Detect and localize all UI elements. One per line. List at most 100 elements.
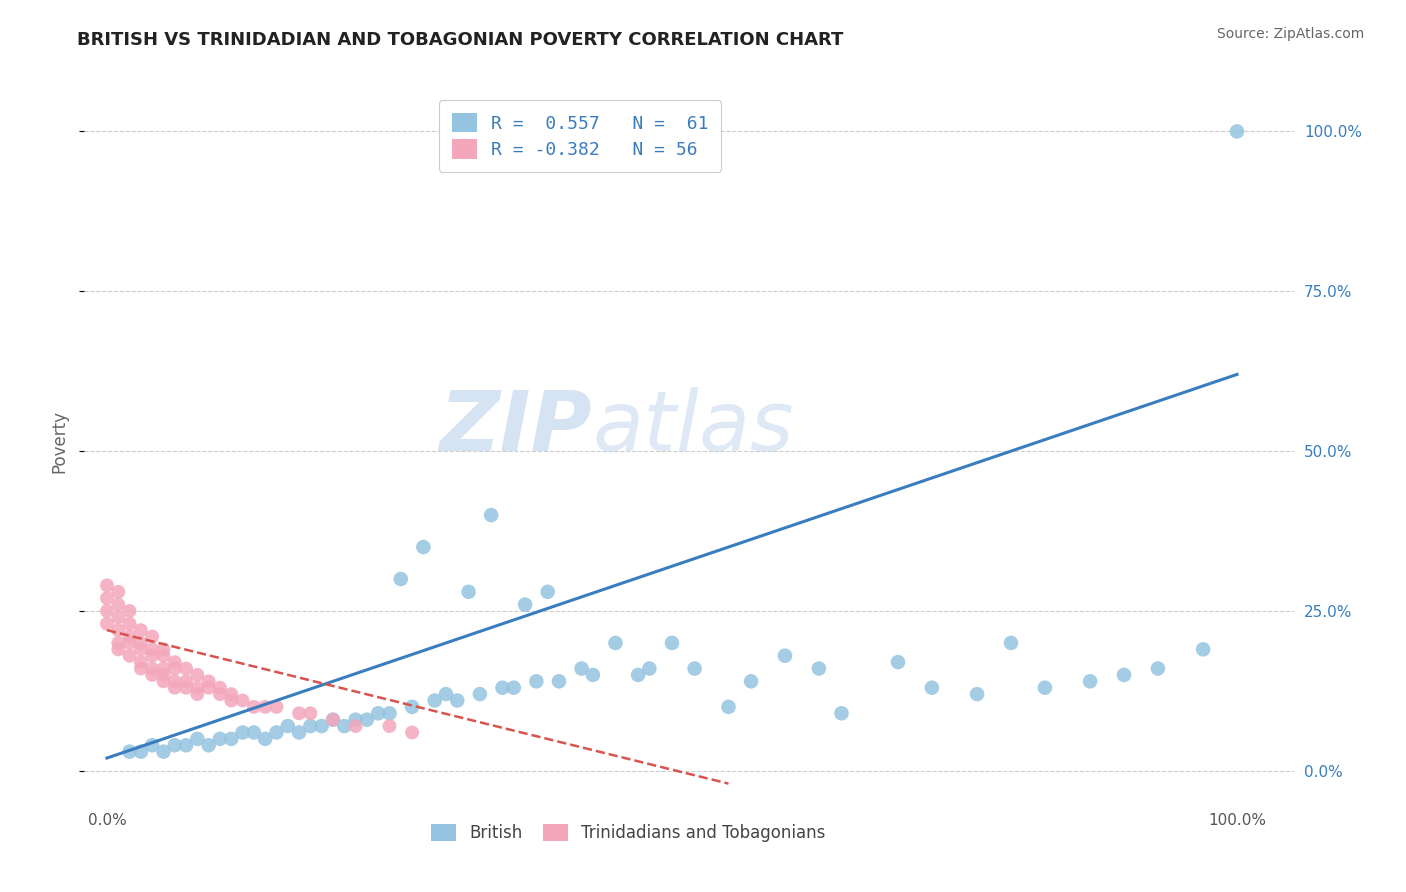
Point <box>118 604 141 618</box>
Point <box>186 668 208 682</box>
Point <box>208 681 231 695</box>
Point <box>152 642 174 657</box>
Point <box>152 648 174 663</box>
Point <box>129 636 152 650</box>
Point <box>118 648 141 663</box>
Point <box>311 719 333 733</box>
Point <box>605 636 627 650</box>
Point <box>322 713 344 727</box>
Point <box>107 584 129 599</box>
Point <box>141 630 163 644</box>
Point <box>1226 124 1249 138</box>
Point <box>537 584 560 599</box>
Point <box>266 725 288 739</box>
Point <box>513 598 536 612</box>
Point <box>243 699 266 714</box>
Point <box>468 687 491 701</box>
Point <box>163 681 186 695</box>
Point <box>367 706 389 721</box>
Point <box>129 642 152 657</box>
Point <box>344 713 367 727</box>
Point <box>197 674 219 689</box>
Point <box>378 706 401 721</box>
Point <box>322 713 344 727</box>
Point <box>107 642 129 657</box>
Text: Source: ZipAtlas.com: Source: ZipAtlas.com <box>1216 27 1364 41</box>
Point <box>163 661 186 675</box>
Point <box>378 719 401 733</box>
Point <box>288 706 311 721</box>
Point <box>266 699 288 714</box>
Point <box>219 687 242 701</box>
Point <box>548 674 571 689</box>
Point <box>186 681 208 695</box>
Point <box>434 687 457 701</box>
Point <box>141 668 163 682</box>
Point <box>186 687 208 701</box>
Point <box>232 693 254 707</box>
Y-axis label: Poverty: Poverty <box>51 410 69 473</box>
Point <box>152 674 174 689</box>
Point <box>277 719 299 733</box>
Point <box>887 655 910 669</box>
Point <box>1112 668 1135 682</box>
Point <box>174 738 197 752</box>
Point <box>1033 681 1056 695</box>
Point <box>683 661 706 675</box>
Point <box>921 681 943 695</box>
Point <box>254 731 277 746</box>
Point <box>174 674 197 689</box>
Point <box>524 674 547 689</box>
Point <box>152 745 174 759</box>
Point <box>219 693 242 707</box>
Point <box>243 725 266 739</box>
Point <box>389 572 412 586</box>
Point <box>186 731 208 746</box>
Point <box>401 725 423 739</box>
Point <box>717 699 740 714</box>
Point <box>129 655 152 669</box>
Point <box>479 508 502 522</box>
Point <box>107 623 129 637</box>
Point <box>163 655 186 669</box>
Point <box>107 598 129 612</box>
Point <box>1000 636 1022 650</box>
Point <box>197 681 219 695</box>
Point <box>457 584 479 599</box>
Point <box>401 699 423 714</box>
Point <box>141 738 163 752</box>
Point <box>129 745 152 759</box>
Point <box>141 661 163 675</box>
Point <box>163 738 186 752</box>
Point <box>582 668 605 682</box>
Point <box>571 661 593 675</box>
Point <box>299 719 322 733</box>
Point <box>96 616 118 631</box>
Text: BRITISH VS TRINIDADIAN AND TOBAGONIAN POVERTY CORRELATION CHART: BRITISH VS TRINIDADIAN AND TOBAGONIAN PO… <box>77 31 844 49</box>
Point <box>1078 674 1101 689</box>
Point <box>107 636 129 650</box>
Point <box>141 642 163 657</box>
Point <box>288 725 311 739</box>
Point <box>446 693 468 707</box>
Point <box>208 731 231 746</box>
Point <box>254 699 277 714</box>
Point <box>1192 642 1215 657</box>
Point <box>118 630 141 644</box>
Point <box>129 623 152 637</box>
Point <box>966 687 988 701</box>
Point <box>773 648 796 663</box>
Point <box>197 738 219 752</box>
Point <box>219 731 242 746</box>
Point <box>831 706 853 721</box>
Point <box>118 636 141 650</box>
Point <box>118 745 141 759</box>
Point <box>152 668 174 682</box>
Point <box>299 706 322 721</box>
Point <box>232 725 254 739</box>
Point <box>174 681 197 695</box>
Point <box>118 616 141 631</box>
Point <box>740 674 762 689</box>
Point <box>412 540 434 554</box>
Point <box>423 693 446 707</box>
